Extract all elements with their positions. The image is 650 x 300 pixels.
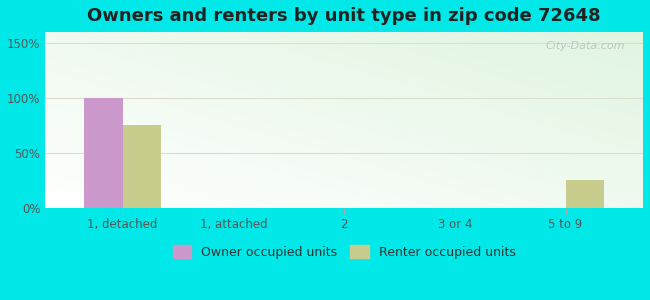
Title: Owners and renters by unit type in zip code 72648: Owners and renters by unit type in zip c… xyxy=(87,7,601,25)
Bar xyxy=(84,98,123,208)
Legend: Owner occupied units, Renter occupied units: Owner occupied units, Renter occupied un… xyxy=(173,245,515,259)
Text: City-Data.com: City-Data.com xyxy=(545,41,625,51)
Bar xyxy=(566,180,604,208)
Bar xyxy=(123,125,161,208)
